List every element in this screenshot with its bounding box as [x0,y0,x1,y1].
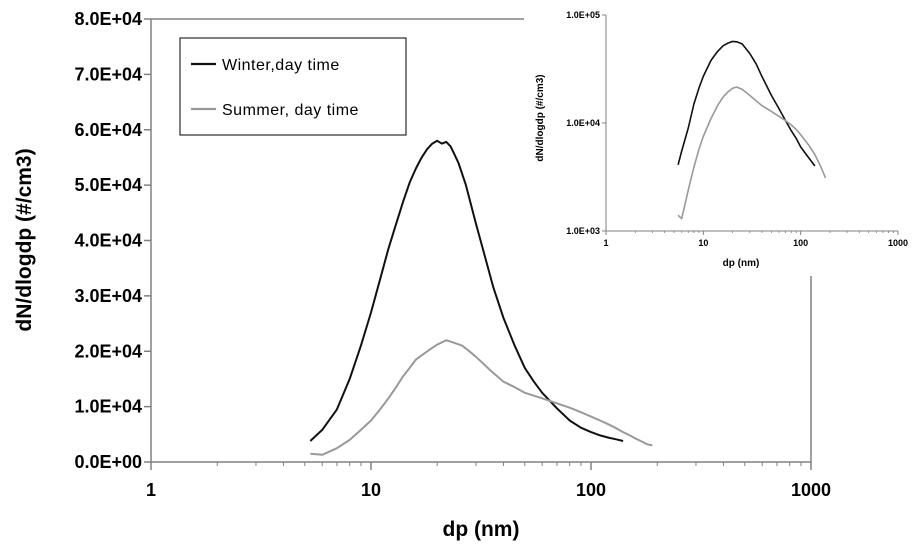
inset-y-tick-label: 1.0E+03 [566,226,600,236]
inset-y-ticks: 1.0E+03 1.0E+04 1.0E+05 [566,10,606,236]
legend-label-summer: Summer, day time [222,102,359,119]
main-y-ticks: 0.0E+00 1.0E+04 2.0E+04 3.0E+04 4.0E+04 5.0E+… [74,9,151,472]
main-x-tick-label: 10 [361,480,381,500]
inset-x-axis-title: dp (nm) [723,258,760,269]
inset-series-line-winter [677,40,816,167]
main-plot: 0.0E+00 1.0E+04 2.0E+04 3.0E+04 4.0E+04 5.0E+… [13,9,831,541]
main-series-line-summer [310,339,653,456]
main-y-tick-label: 6.0E+04 [74,120,142,140]
main-y-tick-label: 5.0E+04 [74,175,142,195]
main-y-axis-title: dN/dlogdp (#/cm3) [13,148,36,331]
inset-x-tick-label: 1000 [888,238,908,248]
main-x-ticks: 1 10 100 1000 [146,462,831,500]
main-y-tick-label: 3.0E+04 [74,286,142,306]
main-x-axis-title: dp (nm) [443,518,520,541]
main-x-tick-label: 1000 [791,480,831,500]
main-y-tick-label: 0.0E+00 [74,452,142,472]
inset-plot: 1.0E+03 1.0E+04 1.0E+05 1 10 100 1000 dp (nm)… [524,0,912,276]
inset-series-line-summer [677,86,827,220]
inset-x-tick-label: 10 [698,238,708,248]
main-y-tick-label: 1.0E+04 [74,397,142,417]
inset-x-tick-label: 1 [603,238,608,248]
main-x-tick-label: 100 [576,480,606,500]
main-y-tick-label: 4.0E+04 [74,231,142,251]
main-y-tick-label: 7.0E+04 [74,64,142,84]
inset-x-ticks: 1 10 100 1000 [603,231,908,248]
main-y-tick-label: 2.0E+04 [74,341,142,361]
inset-y-axis-title: dN/dlogdp (#/cm3) [535,74,546,161]
inset-series [677,40,827,220]
legend-box [179,37,407,136]
legend: Winter,day time Summer, day time [179,37,407,136]
inset-x-tick-label: 100 [793,238,808,248]
inset-y-tick-label: 1.0E+05 [566,10,600,20]
inset-background [524,0,912,276]
main-series-line-winter [309,139,624,442]
inset-y-tick-label: 1.0E+04 [566,118,600,128]
main-y-tick-label: 8.0E+04 [74,9,142,29]
main-series [309,139,653,456]
main-x-tick-label: 1 [146,480,156,500]
legend-label-winter: Winter,day time [222,57,340,74]
